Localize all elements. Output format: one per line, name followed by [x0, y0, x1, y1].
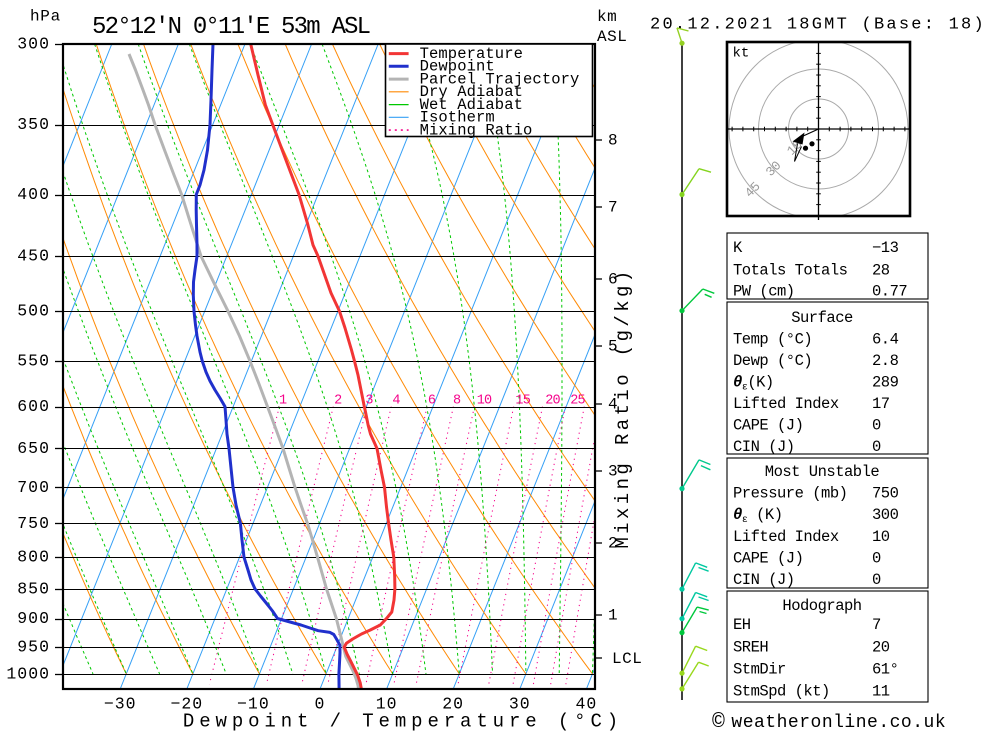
svg-text:kt: kt	[733, 46, 750, 62]
svg-text:4: 4	[392, 394, 400, 409]
svg-text:2: 2	[608, 535, 619, 553]
svg-text:0: 0	[872, 438, 881, 456]
svg-text:7: 7	[608, 199, 619, 217]
svg-text:950: 950	[17, 638, 50, 657]
svg-text:750: 750	[17, 514, 50, 533]
svg-text:1: 1	[608, 607, 619, 625]
svg-text:0: 0	[315, 695, 326, 714]
svg-text:©weatheronline.co.uk: © weatheronline.co.uk	[712, 711, 946, 733]
svg-text:700: 700	[17, 478, 50, 497]
svg-text:EH: EH	[733, 616, 751, 634]
svg-text:8: 8	[453, 394, 461, 409]
svg-text:20: 20	[545, 394, 560, 409]
svg-text:500: 500	[17, 302, 50, 321]
svg-text:StmSpd (kt): StmSpd (kt)	[733, 683, 830, 701]
svg-text:10: 10	[477, 394, 492, 409]
svg-text:SREH: SREH	[733, 639, 768, 657]
svg-text:28: 28	[872, 262, 890, 280]
svg-text:Pressure (mb): Pressure (mb)	[733, 485, 847, 503]
svg-text:−20: −20	[170, 695, 203, 714]
svg-text:300: 300	[17, 35, 50, 54]
svg-text:CAPE (J): CAPE (J)	[733, 549, 803, 567]
svg-text:800: 800	[17, 548, 50, 567]
svg-text:10: 10	[376, 695, 398, 714]
svg-text:Lifted Index: Lifted Index	[733, 528, 839, 546]
svg-text:20: 20	[872, 639, 890, 657]
svg-text:−30: −30	[104, 695, 137, 714]
svg-text:2.8: 2.8	[872, 352, 899, 370]
svg-text:52°12'N 0°11'E 53m ASL: 52°12'N 0°11'E 53m ASL	[92, 14, 370, 41]
svg-text:StmDir: StmDir	[733, 661, 786, 679]
svg-text:Mixing Ratio (g/kg): Mixing Ratio (g/kg)	[612, 267, 634, 548]
svg-text:Wet Adiabat: Wet Adiabat	[420, 96, 523, 114]
svg-text:Dewpoint: Dewpoint	[420, 58, 495, 76]
svg-text:8: 8	[608, 132, 619, 150]
svg-text:−10: −10	[237, 695, 270, 714]
svg-text:20: 20	[442, 695, 464, 714]
svg-text:4: 4	[608, 396, 619, 414]
svg-text:3: 3	[365, 394, 373, 409]
svg-text:61°: 61°	[872, 661, 898, 679]
svg-text:6: 6	[428, 394, 436, 409]
svg-text:30: 30	[509, 695, 531, 714]
svg-text:0: 0	[872, 549, 881, 567]
svg-text:−13: −13	[872, 239, 899, 257]
svg-text:40: 40	[575, 695, 597, 714]
svg-text:ASL: ASL	[597, 28, 627, 46]
svg-text:850: 850	[17, 579, 50, 598]
svg-text:Dewp (°C): Dewp (°C)	[733, 352, 812, 370]
svg-text:1000: 1000	[6, 664, 50, 683]
svg-text:350: 350	[17, 115, 50, 134]
svg-text:km: km	[597, 8, 617, 26]
svg-text:10: 10	[872, 528, 890, 546]
svg-text:hPa: hPa	[30, 8, 61, 26]
svg-text:289: 289	[872, 374, 899, 392]
svg-text:15: 15	[515, 394, 530, 409]
svg-text:7: 7	[872, 616, 881, 634]
svg-text:CIN (J): CIN (J)	[733, 438, 795, 456]
svg-text:Totals Totals: Totals Totals	[733, 262, 848, 280]
svg-text:1: 1	[279, 394, 287, 409]
svg-text:0: 0	[872, 571, 881, 589]
svg-text:400: 400	[17, 185, 50, 204]
svg-text:6: 6	[608, 271, 619, 289]
svg-text:Lifted Index: Lifted Index	[733, 395, 839, 413]
svg-text:Hodograph: Hodograph	[782, 597, 861, 615]
svg-text:θε(K): θε(K)	[733, 374, 774, 394]
svg-text:Mixing Ratio: Mixing Ratio	[420, 121, 533, 139]
svg-text:650: 650	[17, 439, 50, 458]
svg-text:5: 5	[608, 338, 619, 356]
svg-text:17: 17	[872, 395, 890, 413]
svg-text:Dewpoint / Temperature (°C): Dewpoint / Temperature (°C)	[183, 711, 623, 733]
svg-text:θε (K): θε (K)	[733, 506, 783, 526]
svg-text:Dry Adiabat: Dry Adiabat	[420, 83, 523, 101]
svg-text:750: 750	[872, 485, 899, 503]
svg-text:K: K	[733, 239, 743, 257]
svg-text:2: 2	[334, 394, 342, 409]
svg-text:450: 450	[17, 247, 50, 266]
svg-text:PW (cm): PW (cm)	[733, 283, 795, 301]
svg-text:CAPE (J): CAPE (J)	[733, 417, 803, 435]
svg-text:20.12.2021 18GMT (Base: 18): 20.12.2021 18GMT (Base: 18)	[650, 16, 986, 35]
svg-text:3: 3	[608, 463, 619, 481]
svg-text:Temp (°C): Temp (°C)	[733, 331, 812, 349]
svg-text:300: 300	[872, 506, 899, 524]
svg-text:0.77: 0.77	[872, 283, 907, 301]
svg-text:Surface: Surface	[791, 309, 853, 327]
svg-text:6.4: 6.4	[872, 331, 899, 349]
svg-text:Most Unstable: Most Unstable	[765, 463, 880, 481]
svg-text:550: 550	[17, 352, 50, 371]
svg-text:Parcel Trajectory: Parcel Trajectory	[420, 70, 580, 88]
svg-text:600: 600	[17, 397, 50, 416]
svg-text:LCL: LCL	[612, 650, 642, 668]
svg-text:900: 900	[17, 609, 50, 628]
svg-text:0: 0	[872, 417, 881, 435]
svg-text:Temperature: Temperature	[420, 45, 523, 63]
svg-text:25: 25	[570, 394, 585, 409]
svg-text:Isotherm: Isotherm	[420, 109, 495, 127]
svg-text:11: 11	[872, 683, 890, 701]
svg-text:CIN (J): CIN (J)	[733, 571, 795, 589]
